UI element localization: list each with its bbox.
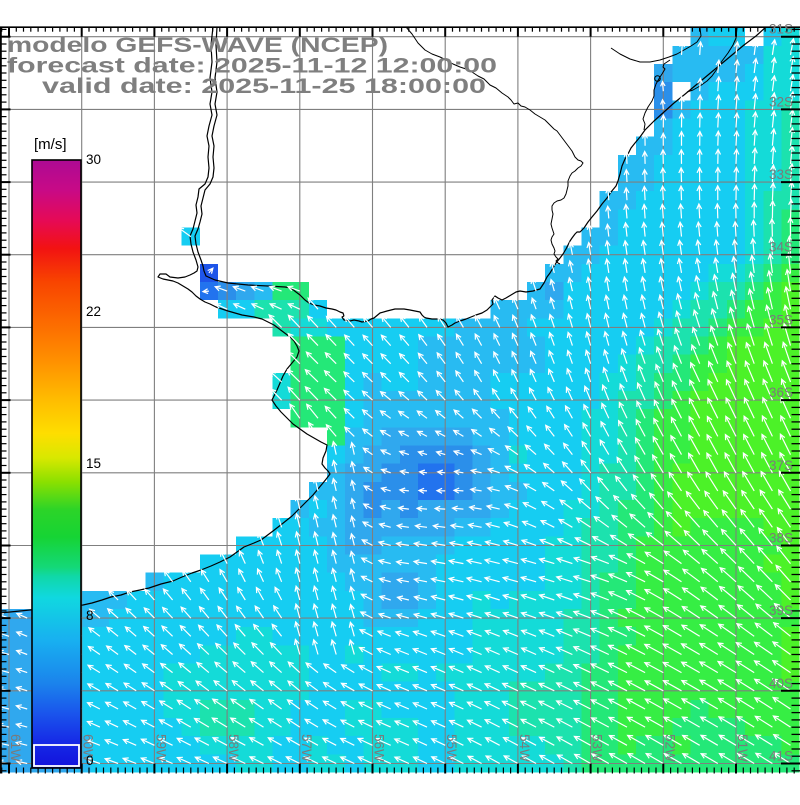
svg-text:modelo GEFS-WAVE (NCEP): modelo GEFS-WAVE (NCEP) (7, 34, 388, 57)
svg-text:38S: 38S (769, 531, 793, 546)
svg-text:33S: 33S (769, 167, 793, 182)
svg-text:15: 15 (86, 456, 101, 471)
svg-text:36S: 36S (769, 385, 793, 400)
svg-text:35S: 35S (769, 312, 793, 327)
svg-text:56W: 56W (372, 734, 387, 762)
svg-text:52W: 52W (662, 734, 677, 762)
svg-text:51W: 51W (735, 734, 750, 762)
svg-text:34S: 34S (769, 240, 793, 255)
svg-text:58W: 58W (226, 734, 241, 762)
svg-text:59W: 59W (153, 734, 168, 762)
svg-text:valid date: 2025-11-25 18:00:0: valid date: 2025-11-25 18:00:00 (42, 75, 486, 98)
svg-text:forecast date: 2025-11-12 12:0: forecast date: 2025-11-12 12:00:00 (7, 55, 497, 78)
svg-text:60W: 60W (81, 734, 96, 762)
svg-text:0: 0 (86, 753, 94, 768)
svg-text:37S: 37S (769, 458, 793, 473)
svg-text:31S: 31S (769, 22, 793, 37)
svg-text:41S: 41S (769, 749, 793, 764)
svg-text:32S: 32S (769, 94, 793, 109)
svg-text:61W: 61W (8, 734, 23, 762)
svg-text:54W: 54W (517, 734, 532, 762)
svg-text:39S: 39S (769, 603, 793, 618)
svg-text:53W: 53W (590, 734, 605, 762)
svg-text:22: 22 (86, 304, 101, 319)
svg-text:30: 30 (86, 152, 101, 167)
svg-text:57W: 57W (299, 734, 314, 762)
svg-text:55W: 55W (444, 734, 459, 762)
svg-text:8: 8 (86, 608, 94, 623)
svg-text:40S: 40S (769, 676, 793, 691)
svg-text:[m/s]: [m/s] (34, 136, 67, 153)
